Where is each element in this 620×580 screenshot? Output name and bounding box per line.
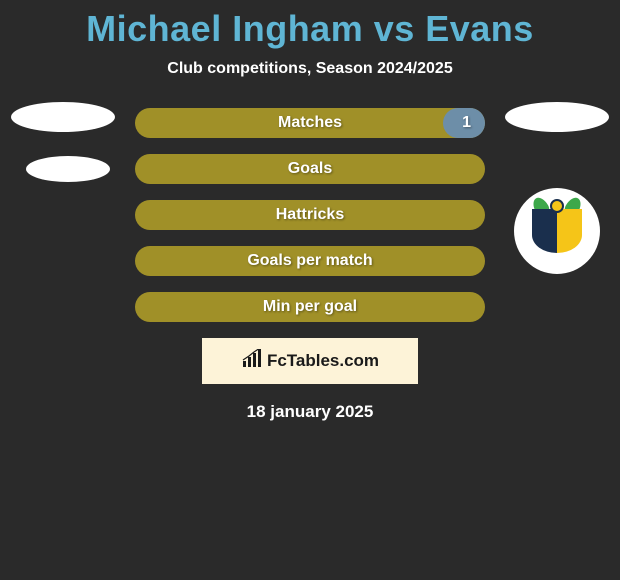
bar-label: Matches [278, 114, 342, 131]
right-player-col [502, 102, 612, 274]
bar-value-right: 1 [462, 108, 471, 138]
page-title: Michael Ingham vs Evans [0, 0, 620, 50]
subtitle: Club competitions, Season 2024/2025 [0, 60, 620, 78]
bar-chart-icon [241, 349, 263, 374]
bar-label: Hattricks [276, 206, 344, 223]
stat-bar: Min per goal [135, 292, 485, 322]
right-player-crest [514, 188, 600, 274]
comparison-content: Matches 1 Goals Hattricks Goals per match Min… [0, 108, 620, 422]
stat-bar: Goals [135, 154, 485, 184]
bar-label: Goals [288, 160, 332, 177]
site-logo: FcTables.com [241, 349, 379, 374]
stat-bar: Goals per match [135, 246, 485, 276]
right-player-badge-1 [505, 102, 609, 132]
club-crest-icon [532, 201, 582, 261]
stat-bar: Matches 1 [135, 108, 485, 138]
bar-label: Goals per match [247, 252, 372, 269]
left-player-badge-1 [11, 102, 115, 132]
left-player-col [8, 102, 118, 206]
left-player-badge-2 [26, 156, 110, 182]
bar-label: Min per goal [263, 298, 357, 315]
snapshot-date: 18 january 2025 [0, 402, 620, 422]
site-logo-text: FcTables.com [267, 351, 379, 371]
site-logo-box: FcTables.com [202, 338, 418, 384]
stat-bars: Matches 1 Goals Hattricks Goals per match Min… [135, 108, 485, 322]
stat-bar: Hattricks [135, 200, 485, 230]
